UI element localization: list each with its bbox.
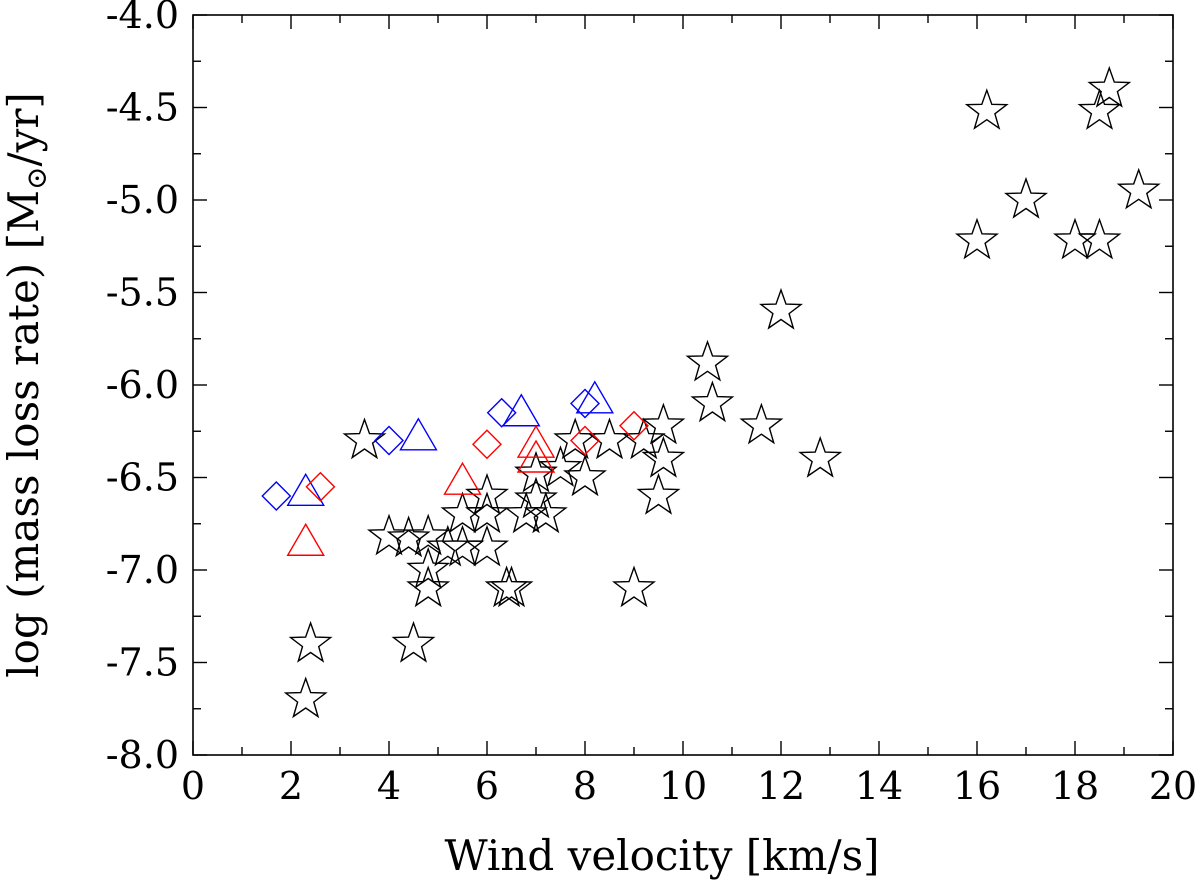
star-point	[386, 515, 431, 558]
y-axis-label-sun-symbol: ⊙	[20, 167, 53, 190]
diamond-point	[619, 410, 649, 441]
star-point	[759, 287, 803, 330]
star-point	[1077, 217, 1122, 260]
diamond-point	[486, 397, 517, 428]
star-point	[798, 435, 843, 478]
star-point	[964, 88, 1009, 130]
diamond-point	[570, 425, 600, 456]
star-point	[489, 565, 534, 608]
y-tick-label: -5.5	[106, 271, 179, 315]
star-point	[587, 417, 632, 460]
triangle-point	[286, 522, 325, 556]
star-point	[641, 402, 686, 445]
star-point	[553, 417, 598, 460]
star-point	[288, 620, 333, 663]
diamond-point	[305, 471, 336, 502]
y-tick-label: -6.0	[106, 363, 179, 407]
star-point	[1116, 167, 1161, 210]
star-point	[523, 491, 568, 534]
star-point	[1077, 88, 1122, 130]
x-tick-label: 2	[279, 764, 303, 808]
star-point	[690, 380, 735, 423]
y-tick-labels: -8.0 -7.5 -7.0 -6.5 -6.0 -5.5 -5.0 -4.5 -4.0	[106, 0, 179, 777]
triangle-point	[502, 393, 541, 427]
triangle-point	[399, 417, 438, 451]
star-point	[283, 676, 328, 719]
star-point	[538, 445, 583, 487]
x-tick-label: 10	[659, 764, 707, 808]
y-tick-label: -8.0	[106, 733, 179, 777]
y-axis-label-tail: /yr]	[0, 92, 48, 166]
x-tick-label: 8	[573, 764, 597, 808]
x-tick-label: 4	[377, 764, 401, 808]
star-point	[425, 524, 470, 567]
x-tick-label: 6	[475, 764, 499, 808]
triangle-point	[575, 380, 615, 414]
diamond-point	[261, 481, 292, 511]
star-point	[955, 217, 999, 260]
star-point	[406, 513, 451, 556]
star-point	[406, 565, 451, 608]
star-point	[641, 435, 686, 478]
star-point	[739, 402, 784, 445]
plot-frame	[192, 14, 1174, 756]
x-tick-label: 0	[181, 764, 205, 808]
star-point	[465, 472, 509, 515]
star-point	[342, 417, 387, 460]
star-point	[391, 620, 436, 663]
x-tick-labels: 0 2 4 6 8 10 12 14 16 18 20	[181, 764, 1197, 808]
y-tick-label: -6.5	[106, 456, 179, 500]
triangle-point	[443, 461, 482, 495]
star-point	[563, 454, 607, 497]
y-tick-label: -4.0	[106, 0, 179, 37]
x-tick-label: 16	[953, 764, 1001, 808]
star-point	[1004, 176, 1048, 219]
diamond-point	[570, 388, 600, 419]
diamond-point	[472, 429, 502, 460]
x-tick-label: 18	[1051, 764, 1099, 808]
axis-ticks	[192, 14, 1174, 756]
x-tick-label: 12	[757, 764, 805, 808]
y-axis-label: log (mass loss rate) [M⊙/yr]	[0, 92, 53, 678]
y-axis-label-main: log (mass loss rate) [M	[0, 190, 48, 678]
star-point	[465, 491, 509, 534]
star-point	[1087, 65, 1132, 108]
data-marks	[261, 65, 1161, 719]
star-point	[465, 524, 509, 567]
x-axis-label: Wind velocity [km/s]	[444, 831, 879, 880]
star-point	[406, 546, 451, 589]
diamond-point	[374, 425, 404, 456]
y-tick-label: -4.5	[106, 86, 179, 130]
star-point	[685, 339, 730, 382]
star-point	[612, 565, 656, 608]
y-tick-label: -7.5	[106, 641, 179, 685]
triangle-point	[516, 424, 556, 458]
y-tick-label: -5.0	[106, 178, 179, 222]
x-tick-label: 14	[855, 764, 903, 808]
x-tick-label: 20	[1149, 764, 1197, 808]
y-tick-label: -7.0	[106, 548, 179, 592]
triangle-point	[286, 472, 325, 506]
triangle-point	[516, 439, 556, 473]
star-point	[367, 513, 411, 556]
star-point	[504, 491, 549, 534]
star-point	[636, 472, 681, 515]
